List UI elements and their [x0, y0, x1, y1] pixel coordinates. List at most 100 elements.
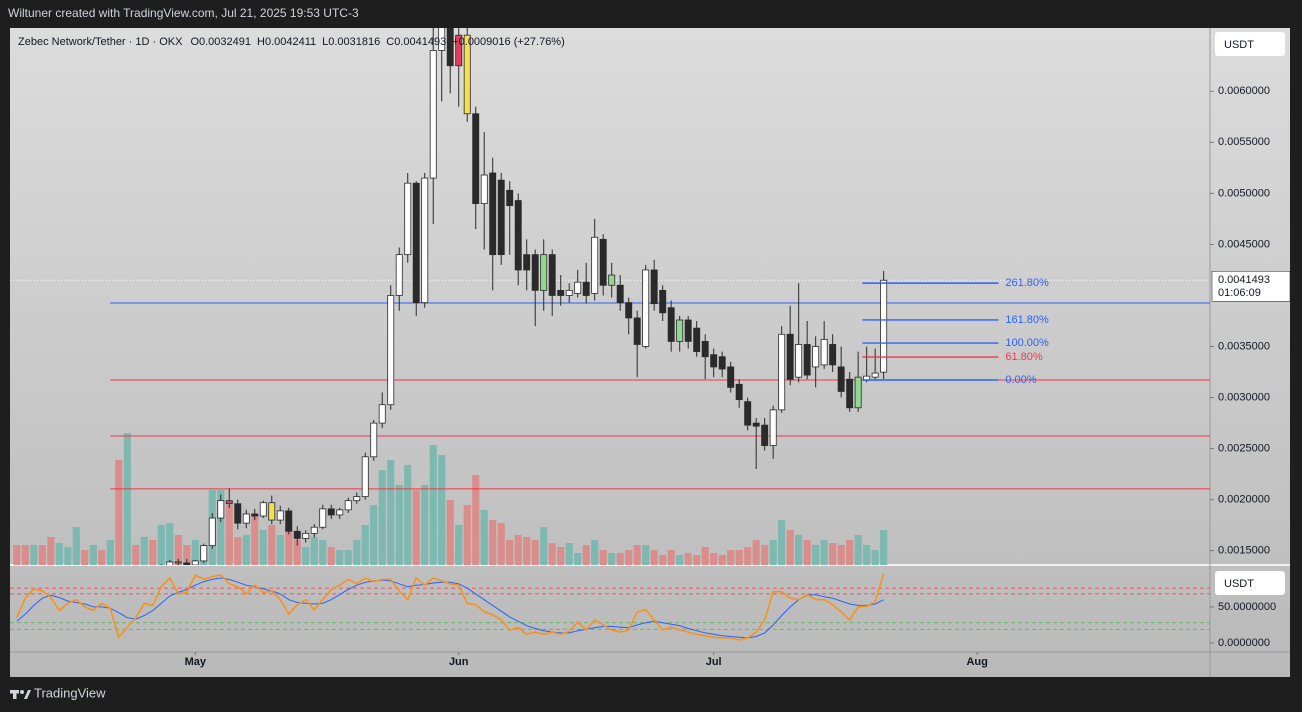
candle-body	[701, 341, 709, 358]
y-tick-label: 0.0035000	[1218, 340, 1270, 352]
rsi-currency-box[interactable]	[1215, 571, 1285, 595]
candle-body	[319, 508, 327, 528]
volume-bar	[718, 555, 726, 565]
x-tick-label: Jul	[706, 656, 722, 668]
candle-body	[395, 254, 403, 296]
candle-body	[225, 500, 233, 505]
candle-body	[463, 34, 471, 115]
rsi-currency-label: USDT	[1224, 578, 1254, 590]
candle-body	[574, 281, 582, 294]
candle-body	[353, 496, 361, 502]
candle-body	[735, 383, 743, 401]
volume-bar	[523, 537, 531, 565]
volume-bar	[13, 545, 21, 565]
volume-bar	[710, 553, 718, 565]
candle-body	[659, 289, 667, 314]
volume-bar	[21, 545, 29, 565]
volume-bar	[744, 547, 752, 565]
axes: 0.0015000 0.0020000 0.0025000 0.0030000 0.00…	[185, 85, 1291, 668]
main-pane: 261.80% 161.80% 100.00% 61.80% 0.00%	[10, 28, 1210, 565]
candle-body	[846, 378, 854, 409]
volume-bar	[531, 540, 539, 565]
volume-bar	[353, 540, 361, 565]
candle-body	[200, 545, 208, 562]
volume-bar	[421, 485, 429, 565]
candle-body	[497, 179, 505, 256]
candle-body	[795, 344, 803, 378]
candle-body	[344, 500, 352, 511]
volume-bar	[370, 505, 378, 565]
candle-body	[693, 327, 701, 353]
candle-body	[582, 281, 590, 296]
candle-body	[336, 509, 344, 516]
volume-bar	[310, 537, 318, 565]
candle-body	[183, 562, 191, 565]
candle-body	[455, 34, 463, 67]
volume-bar	[89, 545, 97, 565]
rsi-pane	[10, 573, 1210, 641]
volume-bar	[803, 540, 811, 565]
candle-body	[217, 500, 225, 519]
candle-body	[531, 254, 539, 291]
volume-bar	[174, 535, 182, 565]
x-tick-label: Aug	[966, 656, 987, 668]
candle-body	[812, 346, 820, 368]
volume-bar	[47, 537, 55, 565]
candle-body	[642, 269, 650, 347]
volume-bar	[387, 460, 395, 565]
rsi-line	[16, 577, 884, 639]
volume-bar	[344, 550, 352, 565]
candle-body	[438, 28, 446, 51]
volume-bar	[701, 547, 709, 565]
header: Wiltuner created with TradingView.com, J…	[8, 6, 359, 20]
candle-body	[684, 319, 692, 342]
fib-label: 61.80%	[1005, 351, 1043, 363]
volume-bar	[480, 510, 488, 565]
volume-bar	[540, 527, 548, 565]
y-tick-label: 0.0055000	[1218, 136, 1270, 148]
candle-body	[752, 422, 760, 427]
volume-bar	[574, 553, 582, 565]
candle-body	[523, 254, 531, 271]
volume-bar	[820, 540, 828, 565]
volume-bar	[829, 543, 837, 565]
candle-body	[820, 338, 828, 366]
currency-box[interactable]	[1215, 32, 1285, 56]
brand-logo	[10, 690, 31, 699]
x-tick-label: Jun	[449, 656, 469, 668]
candle-body	[208, 517, 216, 547]
candle-body	[387, 295, 395, 406]
volume-bar	[378, 470, 386, 565]
volume-bar	[854, 535, 862, 565]
last-price-tag	[1211, 270, 1291, 302]
volume-bar	[234, 537, 242, 565]
volume-bar	[608, 553, 616, 565]
chart-background	[10, 28, 1290, 677]
volume-bar	[123, 433, 131, 565]
y-tick-label: 0.0045000	[1218, 238, 1270, 250]
volume-bar	[395, 485, 403, 565]
volume-bar	[667, 550, 675, 565]
brand: TradingView	[34, 685, 106, 700]
volume-bar	[191, 540, 199, 565]
countdown-label: 01:06:09	[1218, 287, 1261, 299]
volume-bar	[693, 555, 701, 565]
volume-bar	[616, 553, 624, 565]
volume-bar	[251, 515, 259, 565]
volume-bar	[64, 547, 72, 565]
candle-body	[591, 236, 599, 294]
volume-bar	[489, 520, 497, 565]
volume-bar	[285, 525, 293, 565]
volume-bar	[429, 445, 437, 565]
candle-body	[429, 50, 437, 179]
candle-body	[259, 502, 267, 517]
candle-body	[446, 28, 454, 67]
fib-label: 100.00%	[1005, 337, 1049, 349]
candle-body	[378, 404, 386, 424]
volume-bar	[30, 545, 38, 565]
volume-bar	[514, 535, 522, 565]
legend-close: C0.0041493	[386, 36, 446, 48]
candle-body	[616, 284, 624, 304]
candle-body	[174, 561, 182, 564]
